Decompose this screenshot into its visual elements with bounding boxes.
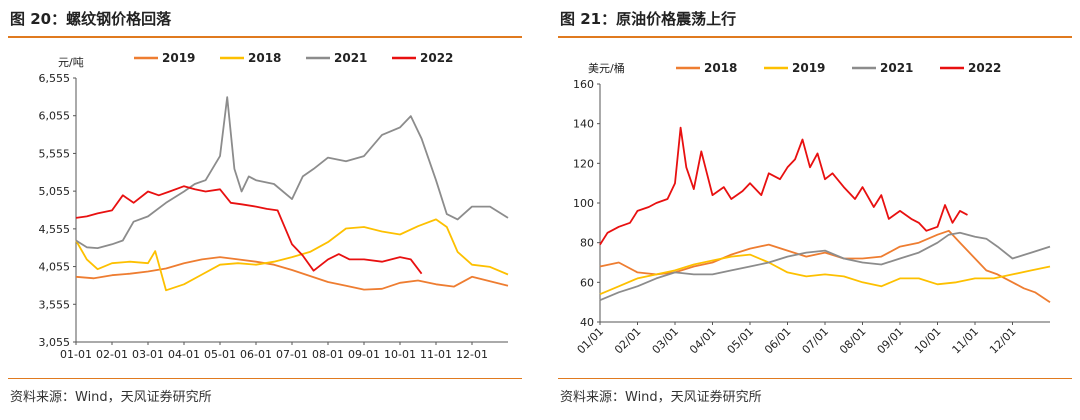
- y-tick-label: 5,055: [39, 185, 71, 198]
- chart-panel-crude-oil: 图 21：原油价格震荡上行 40 60 80 100 120 140 160 01/01 02/…: [550, 0, 1080, 420]
- crude-oil-price-chart: 40 60 80 100 120 140 160 01/01 02/01 03/01 04/01 05…: [573, 61, 1051, 357]
- x-tick-label: 11-01: [420, 348, 452, 361]
- series-line-2021: [599, 231, 1051, 302]
- x-tick-label: 08-01: [312, 348, 344, 361]
- x-tick-label: 12/01: [987, 325, 1019, 357]
- series-line-2021: [75, 96, 509, 250]
- legend-label-2018: 2018: [704, 61, 737, 75]
- y-tick-label: 40: [580, 316, 594, 329]
- x-tick-label: 05/01: [725, 325, 757, 357]
- series-line-2019: [599, 253, 1051, 296]
- y-unit-label: 元/吨: [58, 56, 84, 69]
- y-tick-label: 5,555: [39, 147, 71, 160]
- x-tick-label: 06/01: [762, 325, 794, 357]
- x-tick-label: 08/01: [837, 325, 869, 357]
- x-tick-label: 06-01: [240, 348, 272, 361]
- y-tick-label: 6,055: [39, 110, 71, 123]
- figure-title: 图 20：螺纹钢价格回落: [10, 10, 172, 28]
- legend-label-2022: 2022: [968, 61, 1001, 75]
- x-tick-label: 10/01: [912, 325, 944, 357]
- y-tick-label: 6,555: [39, 72, 71, 85]
- rebar-price-chart: 3,055 3,555 4,055 4,555 5,055 5,555 6,055 6,555…: [39, 51, 509, 361]
- series-line-2018: [599, 229, 1051, 303]
- y-tick-label: 120: [573, 157, 594, 170]
- legend-label-2021: 2021: [334, 51, 367, 65]
- x-tick-label: 02-01: [96, 348, 128, 361]
- y-tick-label: 160: [573, 78, 594, 91]
- x-tick-label: 09-01: [348, 348, 380, 361]
- legend-label-2019: 2019: [162, 51, 195, 65]
- y-tick-label: 100: [573, 197, 594, 210]
- chart-panel-rebar: 图 20：螺纹钢价格回落 3,055 3,555 4,055 4,555 5,055 5,…: [0, 0, 530, 420]
- source-note: 资料来源：Wind，天风证券研究所: [10, 390, 212, 405]
- x-tick-label: 11/01: [950, 325, 982, 357]
- x-tick-label: 09/01: [875, 325, 907, 357]
- legend-label-2022: 2022: [420, 51, 453, 65]
- series-line-2018: [75, 218, 509, 292]
- figure-title: 图 21：原油价格震荡上行: [560, 10, 737, 28]
- legend-label-2019: 2019: [792, 61, 825, 75]
- y-tick-label: 3,055: [39, 336, 71, 349]
- y-unit-label: 美元/桶: [588, 61, 625, 75]
- y-tick-label: 60: [580, 276, 594, 289]
- x-tick-label: 02/01: [612, 325, 644, 357]
- x-tick-label: 03/01: [650, 325, 682, 357]
- series-line-2022: [75, 185, 423, 275]
- y-tick-label: 4,555: [39, 223, 71, 236]
- x-tick-label: 01/01: [575, 325, 607, 357]
- y-tick-label: 80: [580, 237, 594, 250]
- series-line-2022: [599, 126, 968, 246]
- source-divider: [558, 378, 1072, 379]
- x-tick-label: 04/01: [687, 325, 719, 357]
- x-tick-label: 10-01: [384, 348, 416, 361]
- title-divider: [558, 36, 1072, 38]
- series-line-2019: [75, 256, 509, 291]
- x-tick-label: 12-01: [456, 348, 488, 361]
- y-tick-label: 4,055: [39, 261, 71, 274]
- x-tick-label: 03-01: [132, 348, 164, 361]
- x-tick-label: 04-01: [168, 348, 200, 361]
- x-tick-label: 07-01: [276, 348, 308, 361]
- legend-label-2018: 2018: [248, 51, 281, 65]
- title-divider: [8, 36, 522, 38]
- y-tick-label: 140: [573, 118, 594, 131]
- source-note: 资料来源：Wind，天风证券研究所: [560, 390, 762, 405]
- source-divider: [8, 378, 522, 379]
- y-tick-label: 3,555: [39, 298, 71, 311]
- x-tick-label: 01-01: [60, 348, 92, 361]
- x-tick-label: 05-01: [204, 348, 236, 361]
- x-tick-label: 07/01: [800, 325, 832, 357]
- legend-label-2021: 2021: [880, 61, 913, 75]
